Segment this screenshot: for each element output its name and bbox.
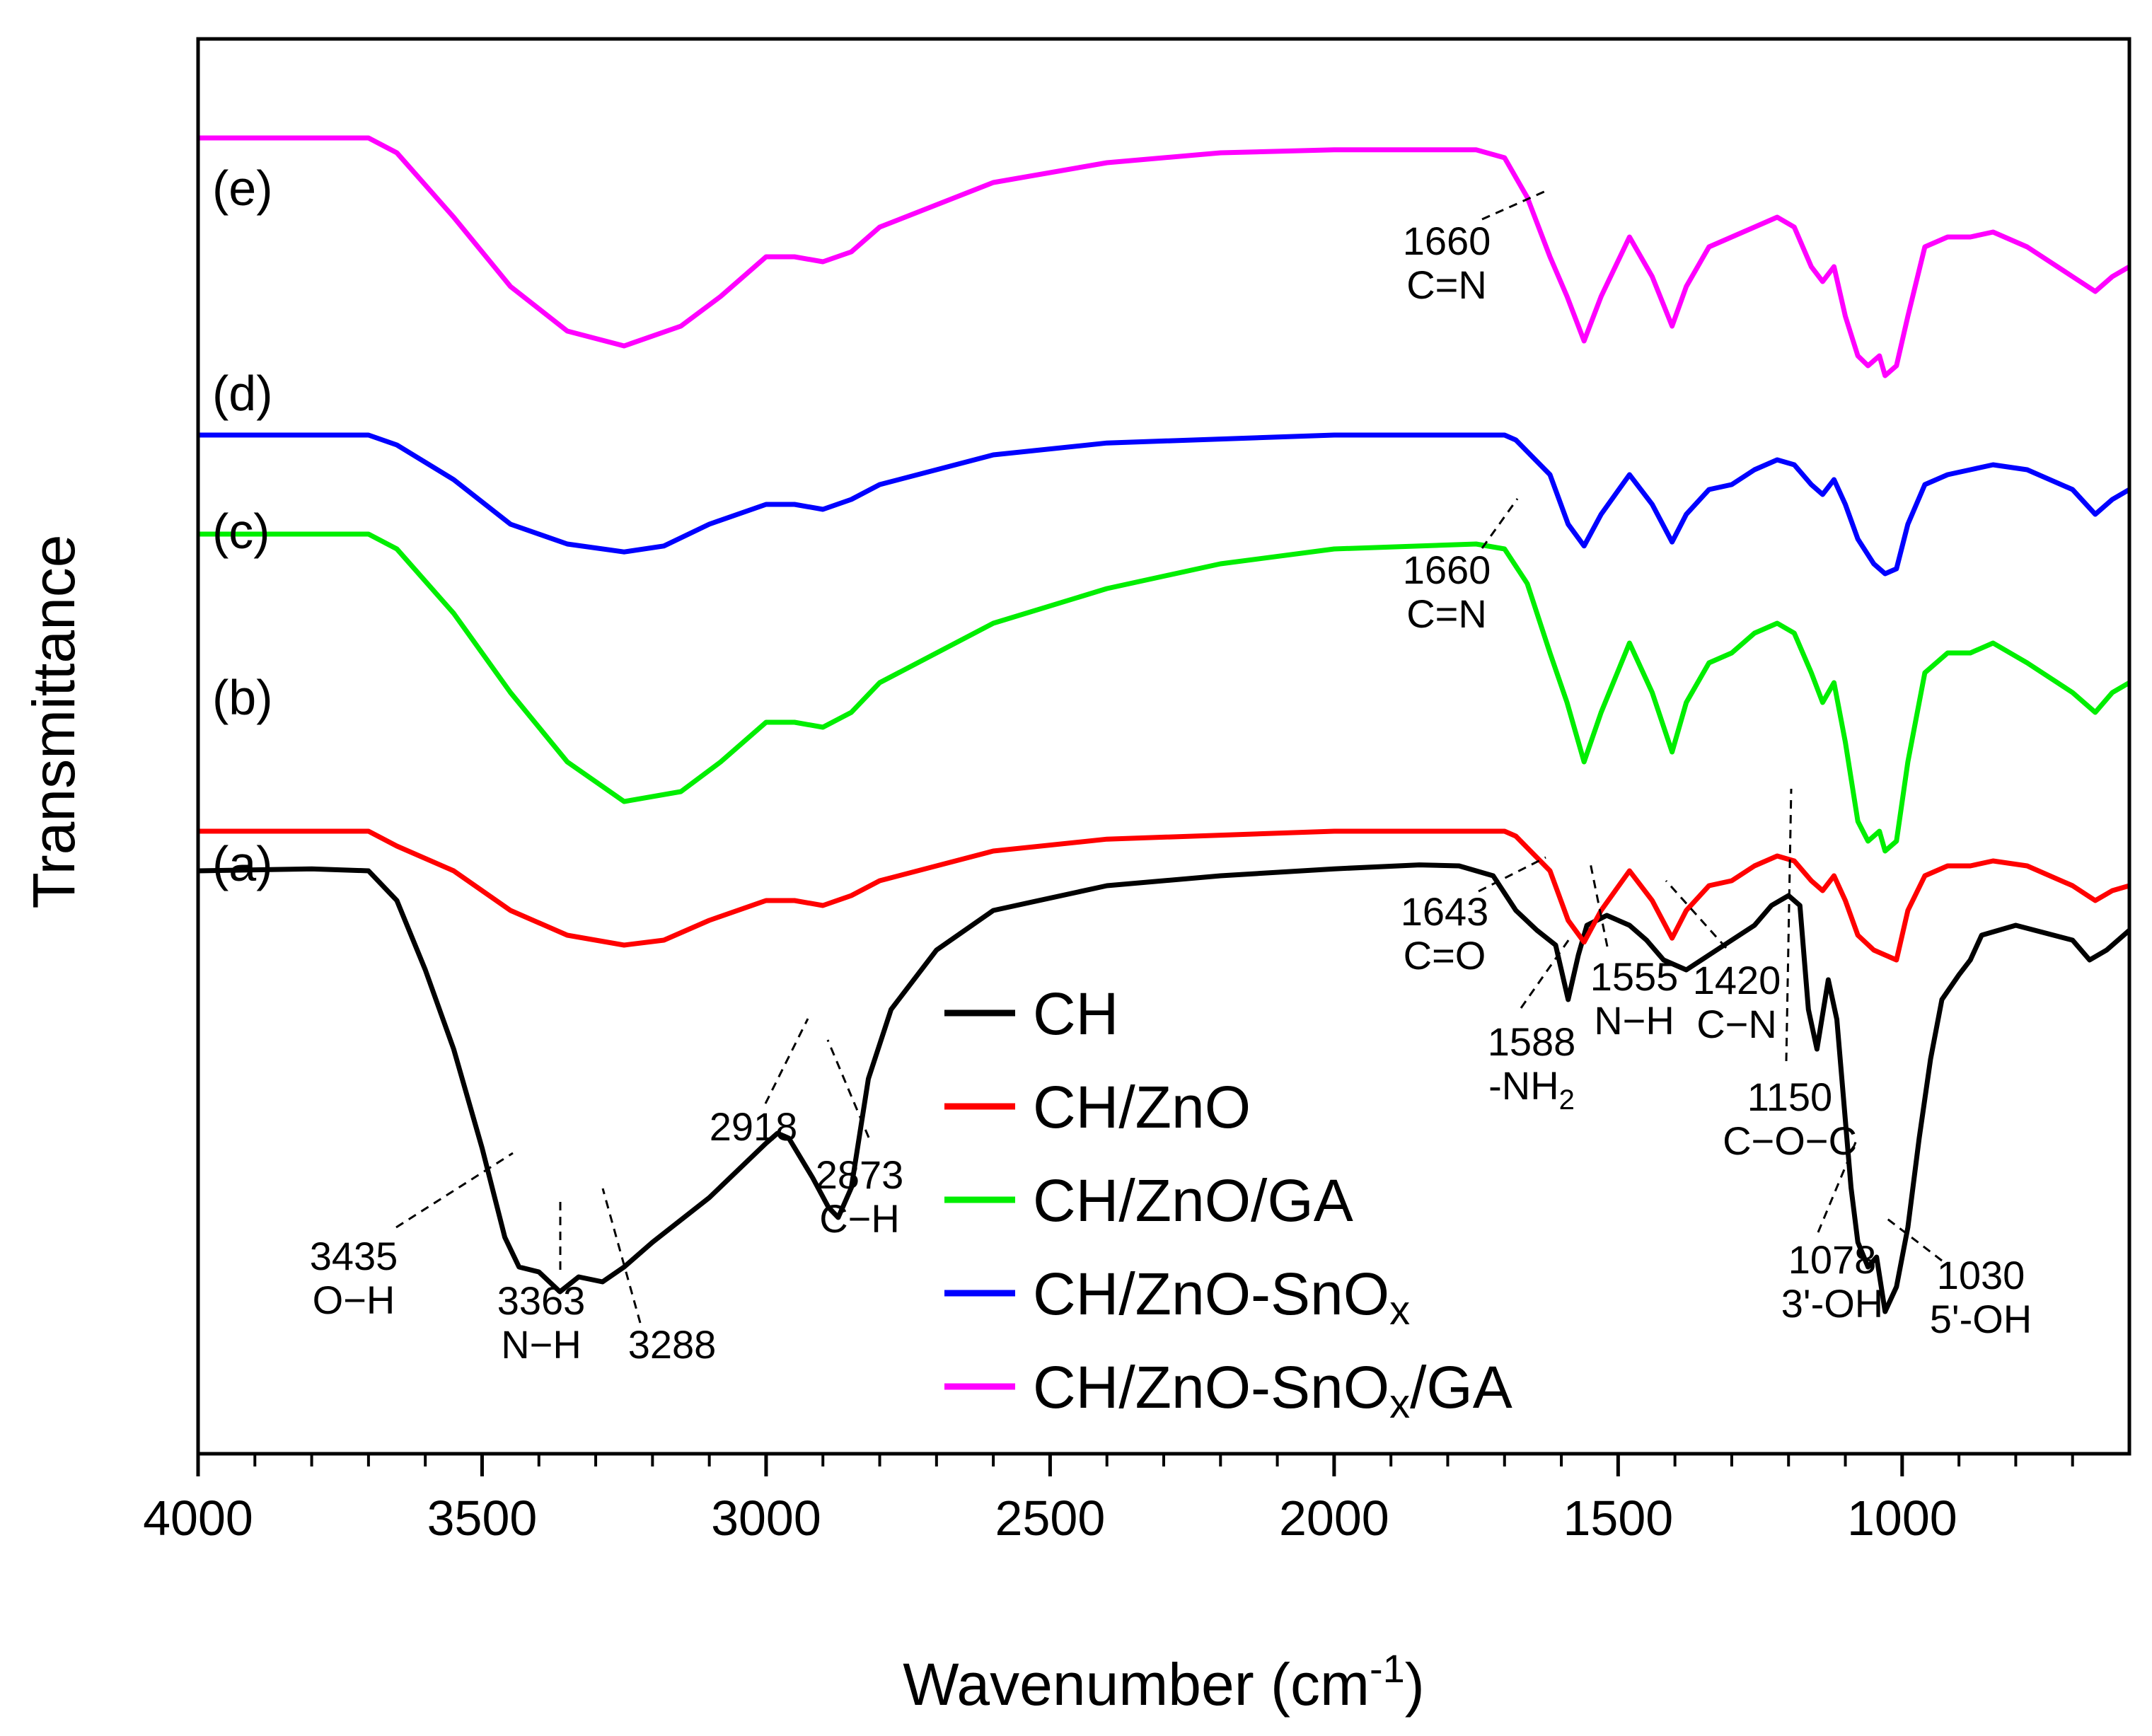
annotation-label: 1150 [1747, 1075, 1832, 1119]
annotation-label: C−O−C [1723, 1118, 1857, 1163]
annotation-label: 3'-OH [1781, 1281, 1883, 1326]
annotation-label: C−H [819, 1196, 900, 1241]
series-line-0 [197, 862, 2131, 1314]
annotation-label: -NH2 [1488, 1063, 1575, 1116]
y-axis-title: Transmittance [21, 534, 87, 908]
legend: CH CH/ZnO CH/ZnO/GA CH/ZnO-SnOx CH/ZnO-SnOx/… [944, 980, 1512, 1427]
x-tick-label: 1000 [1847, 1491, 1957, 1546]
curve-label-d: (d) [212, 366, 273, 421]
series-line-2 [198, 531, 2131, 854]
annotation-leader [1481, 190, 1546, 221]
x-tick-label: 2500 [995, 1491, 1106, 1546]
annotation-label: C−N [1696, 1002, 1777, 1046]
legend-label-1: CH/ZnO [1033, 1074, 1251, 1140]
annotation-label: C=N [1406, 591, 1487, 636]
annotation-leader [601, 1188, 642, 1324]
annotation-leaders [395, 190, 1943, 1324]
series-line-1 [198, 828, 2130, 963]
annotation-leader [1481, 498, 1519, 549]
x-axis-title: Wavenumber (cm-1) [903, 1646, 1424, 1718]
annotation-leader [1478, 856, 1546, 893]
legend-label-0: CH [1033, 980, 1118, 1047]
curve-label-c: (c) [212, 504, 270, 559]
legend-label-4: CH/ZnO-SnOx/GA [1033, 1354, 1512, 1427]
annotation-label: C=N [1406, 262, 1487, 307]
annotation-label: N−H [1594, 998, 1674, 1043]
x-tick-label: 1500 [1563, 1491, 1673, 1546]
annotation-label: 1420 [1693, 958, 1781, 1002]
annotation-label: 1555 [1590, 954, 1679, 999]
annotation-leader [1665, 879, 1728, 949]
annotation-leader [1817, 1138, 1858, 1233]
annotation-label: 1078 [1788, 1237, 1877, 1282]
x-tick-label: 4000 [143, 1491, 253, 1546]
annotation-label: O−H [313, 1278, 395, 1322]
annotation-label: 3288 [628, 1322, 717, 1367]
annotation-leader [395, 1152, 514, 1229]
annotation-label: 1030 [1937, 1253, 2025, 1297]
annotation-leader [826, 1039, 870, 1138]
annotation-label: 5'-OH [1930, 1297, 2032, 1341]
legend-label-2: CH/ZnO/GA [1033, 1167, 1353, 1234]
annotation-leader [764, 1018, 809, 1104]
annotation-label: 1660 [1403, 548, 1491, 592]
x-tick-label: 2000 [1279, 1491, 1389, 1546]
annotation-label: 2873 [816, 1152, 904, 1197]
annotation-label: C=O [1404, 933, 1486, 978]
text-labels: Wavenumber (cm-1) Transmittance (a) (b) (c) (… [21, 161, 2032, 1718]
x-axis: 4000 3500 3000 2500 2000 1500 1000 [143, 1454, 2074, 1546]
spectra-curves [197, 135, 2131, 1314]
annotation-label: 1588 [1488, 1019, 1576, 1064]
annotation-label: 3435 [310, 1234, 398, 1278]
curve-label-e: (e) [212, 161, 273, 216]
annotation-label: 1660 [1403, 219, 1491, 263]
x-tick-label: 3000 [711, 1491, 821, 1546]
annotation-label: N−H [501, 1322, 582, 1367]
annotation-leader [1884, 1215, 1943, 1262]
annotation-label: 1643 [1401, 889, 1489, 934]
curve-label-a: (a) [212, 836, 273, 891]
x-tick-label: 3500 [427, 1491, 538, 1546]
annotation-leader [1785, 788, 1793, 1062]
curve-label-b: (b) [212, 670, 273, 725]
annotation-label: 2918 [710, 1104, 798, 1149]
series-line-4 [198, 135, 2131, 378]
series-line-3 [198, 432, 2131, 577]
annotation-label: 3363 [497, 1278, 586, 1323]
legend-label-3: CH/ZnO-SnOx [1033, 1261, 1410, 1333]
